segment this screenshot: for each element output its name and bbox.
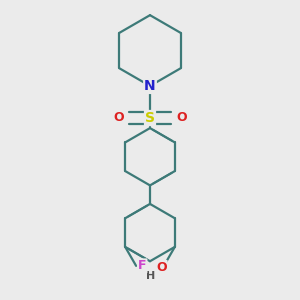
Text: H: H bbox=[146, 271, 155, 281]
Text: F: F bbox=[138, 260, 146, 272]
Text: O: O bbox=[113, 112, 124, 124]
Text: N: N bbox=[144, 79, 156, 93]
Text: O: O bbox=[176, 112, 187, 124]
Text: S: S bbox=[145, 111, 155, 125]
Text: O: O bbox=[156, 261, 166, 274]
